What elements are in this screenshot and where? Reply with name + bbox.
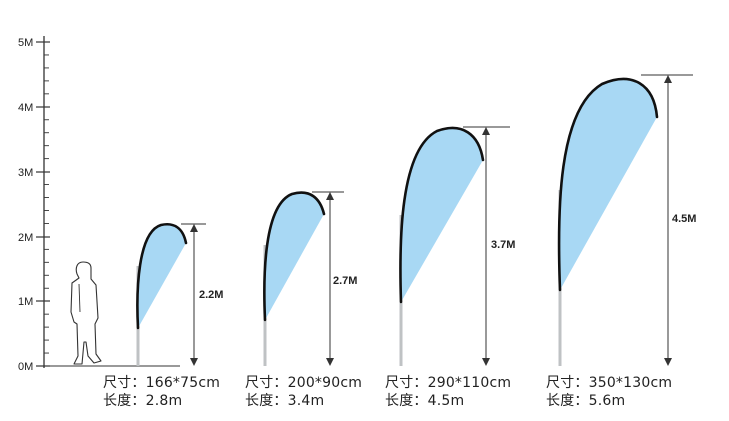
tick-1m: 1M bbox=[18, 296, 50, 308]
tick-label-5m: 5M bbox=[18, 37, 33, 49]
arrow-up bbox=[482, 127, 490, 135]
tick-5m: 5M bbox=[18, 37, 50, 49]
size-spec: 尺寸：350*130cm bbox=[546, 375, 673, 391]
flag-medium-specs: 尺寸：200*90cm 长度：3.4m bbox=[245, 374, 362, 410]
flag-large: 3.7M bbox=[399, 126, 515, 366]
arrow-down bbox=[190, 358, 198, 366]
size-spec: 尺寸：166*75cm bbox=[103, 375, 221, 391]
tick-label-3m: 3M bbox=[18, 167, 33, 179]
arrow-up bbox=[190, 224, 198, 232]
arrow-down bbox=[326, 358, 334, 366]
tick-label-0m: 0M bbox=[18, 361, 33, 373]
flag-extra-large-specs: 尺寸：350*130cm 长度：5.6m bbox=[546, 374, 672, 410]
flag-outline bbox=[557, 77, 659, 292]
height-label: 2.7M bbox=[333, 275, 357, 287]
flag-outline bbox=[399, 126, 485, 304]
flag-outline bbox=[263, 191, 326, 322]
flag-fill bbox=[264, 192, 324, 320]
arrow-up bbox=[664, 75, 672, 83]
flag-outline bbox=[136, 222, 188, 330]
length-spec: 长度：4.5m bbox=[385, 393, 465, 409]
length-spec: 长度：5.6m bbox=[546, 393, 626, 409]
flag-fill bbox=[137, 224, 186, 328]
height-label: 4.5M bbox=[672, 213, 696, 225]
length-spec: 长度：3.4m bbox=[245, 393, 325, 409]
length-spec: 长度：2.8m bbox=[103, 393, 183, 409]
minor-ticks bbox=[44, 54, 49, 354]
arrow-up bbox=[326, 192, 334, 200]
tick-3m: 3M bbox=[18, 167, 50, 179]
height-label: 2.2M bbox=[199, 289, 223, 301]
arrow-down bbox=[664, 358, 672, 366]
tick-0m: 0M bbox=[18, 361, 50, 373]
tick-4m: 4M bbox=[18, 102, 50, 114]
flag-small: 2.2M bbox=[136, 222, 223, 366]
tick-label-2m: 2M bbox=[18, 232, 33, 244]
size-spec: 尺寸：290*110cm bbox=[385, 375, 512, 391]
arrow-down bbox=[482, 358, 490, 366]
flag-large-specs: 尺寸：290*110cm 长度：4.5m bbox=[385, 374, 511, 410]
flag-small-specs: 尺寸：166*75cm 长度：2.8m bbox=[103, 374, 220, 410]
height-label: 3.7M bbox=[491, 239, 515, 251]
flag-fill bbox=[400, 128, 483, 302]
tick-2m: 2M bbox=[18, 232, 50, 244]
tick-label-1m: 1M bbox=[18, 296, 33, 308]
tick-label-4m: 4M bbox=[18, 102, 33, 114]
size-spec: 尺寸：200*90cm bbox=[245, 375, 363, 391]
flag-fill bbox=[558, 79, 657, 290]
flag-extra-large: 4.5M bbox=[557, 74, 696, 366]
person-figure bbox=[70, 261, 102, 365]
scale-axis: 0M 1M 2M 3M 4M 5M bbox=[18, 36, 180, 373]
flag-medium: 2.7M bbox=[263, 191, 357, 366]
